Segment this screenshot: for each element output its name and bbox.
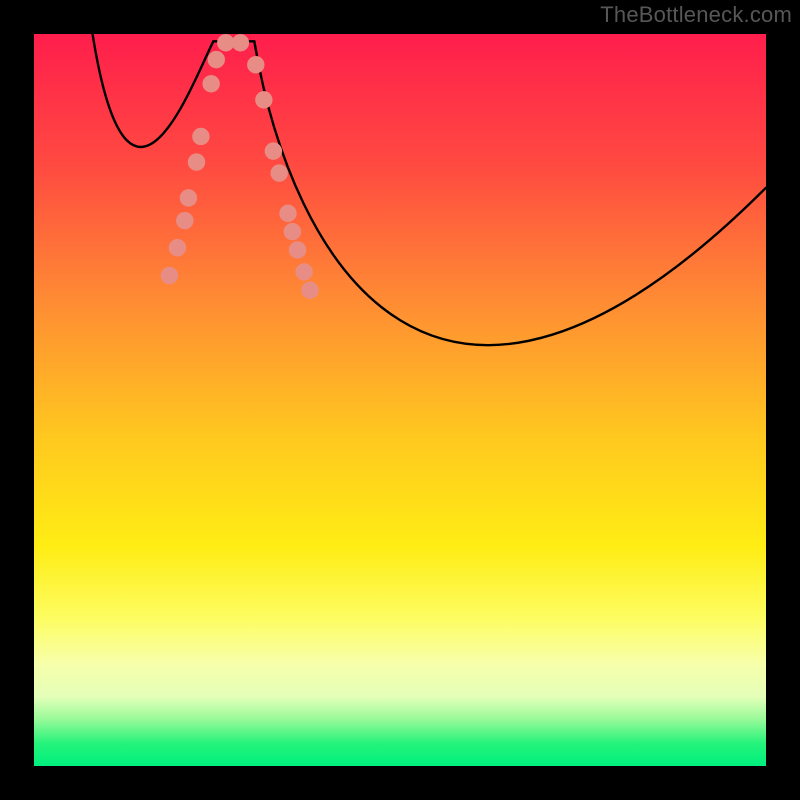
marker-floor-0: [218, 35, 234, 51]
plot-area: [34, 34, 766, 766]
marker-right-6: [289, 242, 305, 258]
marker-right-5: [284, 223, 300, 239]
marker-left-1: [169, 240, 185, 256]
marker-right-2: [265, 143, 281, 159]
plot-svg: [34, 34, 766, 766]
marker-right-8: [302, 282, 318, 298]
marker-left-6: [203, 76, 219, 92]
marker-left-7: [208, 51, 224, 67]
marker-left-2: [177, 212, 193, 228]
chart-root: TheBottleneck.com: [0, 0, 800, 800]
gradient-background: [34, 34, 766, 766]
marker-left-5: [193, 128, 209, 144]
marker-left-4: [188, 154, 204, 170]
marker-right-7: [296, 264, 312, 280]
marker-right-4: [280, 205, 296, 221]
marker-left-3: [180, 190, 196, 206]
marker-right-0: [248, 57, 264, 73]
watermark-text: TheBottleneck.com: [600, 2, 792, 28]
marker-right-1: [256, 92, 272, 108]
marker-floor-1: [232, 35, 248, 51]
marker-right-3: [271, 165, 287, 181]
marker-left-0: [161, 267, 177, 283]
